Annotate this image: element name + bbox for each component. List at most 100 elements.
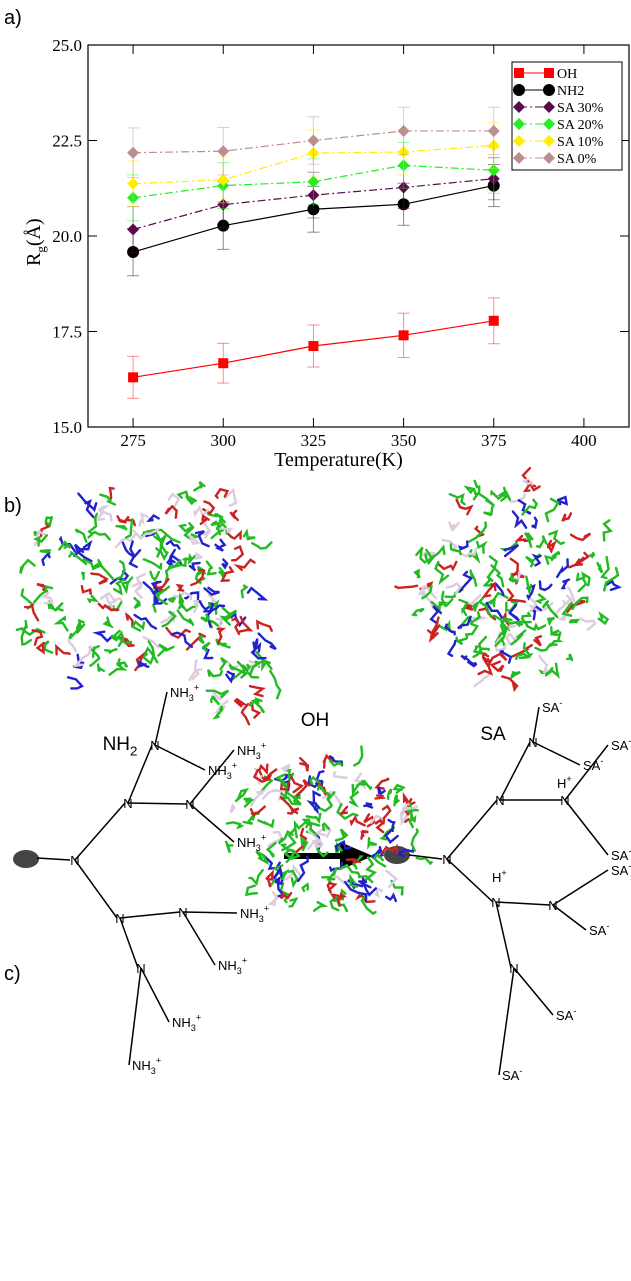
bond bbox=[182, 911, 216, 966]
legend-label: SA 20% bbox=[557, 118, 604, 133]
molecule-bond bbox=[219, 615, 231, 626]
molecule-bond bbox=[207, 669, 224, 678]
molecule-bond bbox=[221, 558, 229, 570]
x-axis-label: Temperature(K) bbox=[274, 449, 403, 471]
molecule-bond bbox=[499, 650, 513, 664]
molecule-bond bbox=[386, 788, 393, 801]
molecule-bond bbox=[114, 533, 137, 549]
molecule-bond bbox=[521, 477, 534, 486]
molecule-bond bbox=[109, 570, 130, 585]
molecule-bond bbox=[506, 588, 527, 603]
molecule-bond bbox=[116, 560, 126, 581]
label-text: OH bbox=[301, 710, 330, 731]
molecule-bond bbox=[248, 869, 264, 886]
molecule-bond bbox=[305, 812, 322, 824]
molecule-bond bbox=[269, 669, 282, 700]
molecule-bond bbox=[339, 805, 349, 816]
data-point bbox=[127, 191, 140, 204]
molecule-bond bbox=[216, 627, 227, 645]
molecule-bond bbox=[413, 568, 421, 579]
molecule-bond bbox=[125, 518, 134, 539]
molecule-bond bbox=[99, 493, 117, 506]
molecule-bond bbox=[124, 612, 134, 628]
data-point bbox=[488, 315, 499, 326]
label-sup: + bbox=[264, 904, 269, 914]
molecule-bond bbox=[472, 479, 481, 501]
label: SA- bbox=[556, 1006, 576, 1023]
molecule-bond bbox=[336, 802, 359, 820]
label-text: N bbox=[136, 961, 145, 976]
label: NH3+ bbox=[240, 904, 269, 924]
molecule-bond bbox=[449, 543, 462, 556]
molecule-render bbox=[142, 480, 273, 640]
molecule-bond bbox=[528, 597, 538, 613]
molecule-bond bbox=[485, 601, 503, 619]
molecule-bond bbox=[385, 869, 398, 889]
label: SA- bbox=[611, 736, 631, 753]
molecule-bond bbox=[110, 629, 125, 642]
legend-label: SA 0% bbox=[557, 152, 597, 167]
label-text: N bbox=[495, 793, 504, 808]
molecule-bond bbox=[165, 539, 181, 550]
molecule-bond bbox=[437, 560, 458, 572]
label: N bbox=[442, 852, 451, 867]
molecule-bond bbox=[279, 891, 293, 900]
label-text: NH bbox=[170, 685, 189, 700]
molecule-bond bbox=[440, 590, 454, 608]
series-line bbox=[133, 144, 494, 185]
label: SA- bbox=[542, 698, 562, 715]
label: N bbox=[509, 961, 518, 976]
molecule-bond bbox=[149, 570, 161, 582]
bond bbox=[189, 749, 235, 805]
molecule-bond bbox=[534, 593, 547, 604]
molecule-bond bbox=[53, 615, 69, 632]
molecule-bond bbox=[230, 544, 245, 562]
label-text: SA bbox=[502, 1068, 520, 1083]
molecule-bond bbox=[233, 558, 256, 572]
label: SA- bbox=[589, 921, 609, 938]
molecule-bond bbox=[210, 520, 223, 531]
molecule-bond bbox=[392, 783, 406, 794]
molecule-bond bbox=[483, 503, 495, 517]
molecule-bond bbox=[195, 551, 204, 560]
molecule-bond bbox=[497, 486, 510, 502]
molecule-bond bbox=[568, 551, 591, 569]
molecule-bond bbox=[250, 641, 267, 660]
molecule-bond bbox=[571, 596, 589, 611]
molecule-bond bbox=[307, 775, 324, 789]
x-tick-label: 325 bbox=[301, 431, 327, 450]
y-tick-label: 25.0 bbox=[52, 36, 82, 55]
molecule-bond bbox=[509, 670, 521, 681]
molecule-bond bbox=[167, 492, 181, 508]
molecule-bond bbox=[120, 576, 134, 595]
molecule-bond bbox=[318, 784, 336, 801]
data-point bbox=[307, 189, 320, 202]
legend-label: SA 30% bbox=[557, 101, 604, 116]
label: OH bbox=[301, 710, 330, 731]
molecule-bond bbox=[338, 863, 361, 878]
panel-label: a) bbox=[4, 7, 22, 29]
bond bbox=[128, 967, 142, 1066]
data-point bbox=[217, 145, 230, 158]
label: H+ bbox=[557, 774, 572, 791]
molecule-bond bbox=[246, 586, 269, 601]
molecule-bond bbox=[531, 553, 542, 567]
molecule-bond bbox=[477, 492, 495, 506]
label-sup: + bbox=[501, 868, 506, 878]
legend-marker bbox=[543, 152, 555, 164]
bond bbox=[140, 967, 170, 1023]
molecule-bond bbox=[575, 572, 588, 593]
molecule-bond bbox=[525, 575, 533, 596]
core bbox=[13, 850, 39, 868]
legend-marker bbox=[513, 118, 525, 130]
label-sup: + bbox=[156, 1056, 161, 1066]
molecule-bond bbox=[203, 586, 220, 597]
data-point bbox=[217, 219, 230, 232]
label-text: SA bbox=[583, 758, 601, 773]
molecule-bond bbox=[172, 591, 193, 601]
molecule-bond bbox=[279, 882, 291, 904]
molecule-bond bbox=[355, 779, 373, 791]
molecule-bond bbox=[511, 510, 528, 529]
molecule-bond bbox=[99, 591, 124, 603]
molecule-bond bbox=[164, 563, 175, 585]
